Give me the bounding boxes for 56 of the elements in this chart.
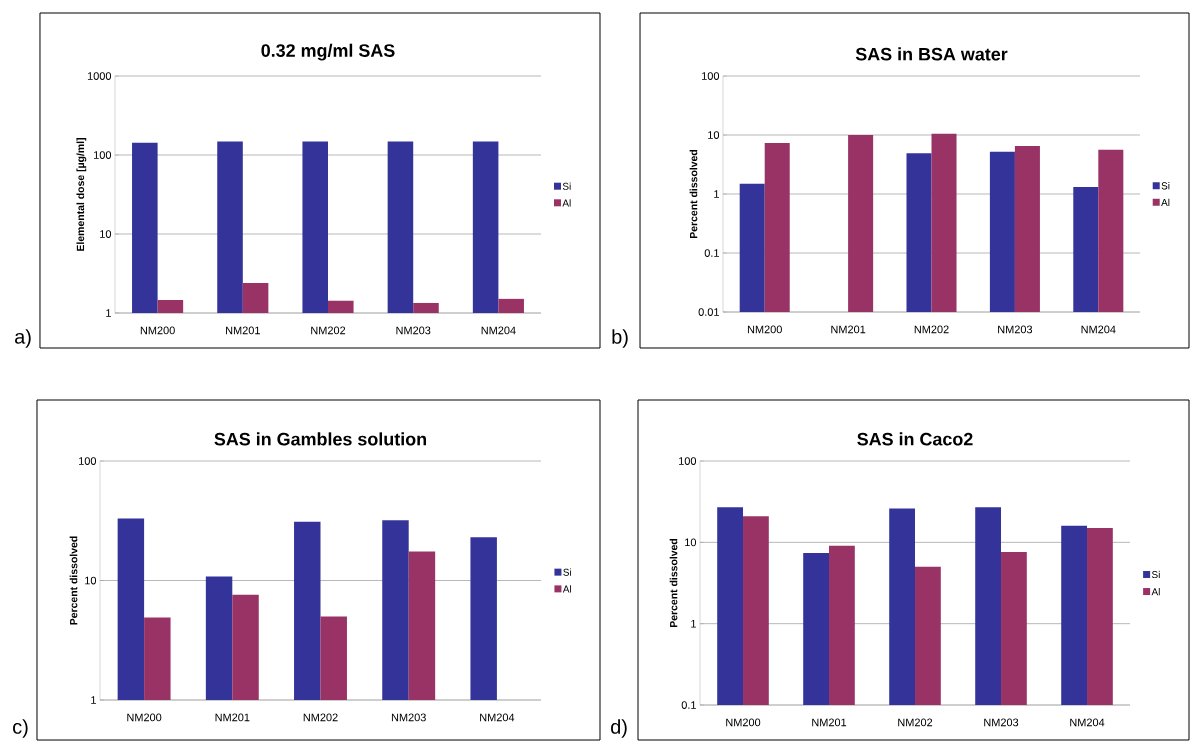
x-tick-label: NM201 [215, 713, 250, 722]
legend-label: Si [1151, 570, 1160, 579]
legend-label: Al [1151, 587, 1160, 596]
y-axis-title: Percent dissolved [689, 149, 698, 239]
chart-title: SAS in Gambles solution [214, 432, 427, 446]
x-tick-label: NM200 [140, 326, 175, 335]
y-tick-label: 100 [702, 72, 720, 80]
legend-label: Al [562, 199, 571, 207]
legend-label: Al [562, 585, 572, 593]
legend-label: Si [1161, 182, 1170, 190]
y-tick-label: 0.1 [704, 249, 719, 257]
legend-label: Si [563, 568, 572, 576]
chart-title: SAS in Caco2 [857, 432, 973, 446]
y-tick-label: 10 [85, 576, 97, 585]
text: d) [611, 719, 627, 738]
y-tick-label: 1000 [87, 72, 112, 80]
x-tick-label: NM203 [998, 325, 1033, 334]
text: a) [15, 329, 31, 348]
x-tick-label: NM204 [480, 713, 515, 722]
y-axis-title: Percent dissolved [69, 536, 78, 625]
y-tick-label: 100 [94, 151, 112, 159]
x-tick-label: NM201 [831, 325, 866, 334]
x-tick-label: NM202 [311, 326, 346, 335]
y-tick-label: 10 [100, 230, 112, 238]
x-tick-label: NM202 [914, 325, 949, 334]
x-tick-label: NM203 [391, 713, 426, 722]
y-axis-title: Elemental dose [µg/ml] [76, 138, 87, 251]
y-tick-label: 10 [708, 131, 720, 139]
y-tick-label: 1 [91, 696, 96, 704]
y-tick-label: 100 [79, 457, 97, 465]
chart-title: SAS in BSA water [855, 47, 1008, 61]
legend-label: Si [562, 182, 571, 190]
y-tick-label: 1 [714, 190, 719, 198]
x-tick-label: NM201 [812, 718, 847, 727]
x-tick-label: NM204 [1081, 325, 1116, 334]
y-tick-label: 1 [106, 309, 111, 317]
text: b) [612, 329, 628, 348]
x-tick-label: NM202 [303, 713, 338, 722]
x-tick-label: NM204 [481, 326, 516, 335]
text: c) [13, 719, 28, 738]
x-tick-label: NM200 [747, 325, 782, 334]
x-tick-label: NM201 [226, 326, 260, 335]
legend-label: Al [1161, 198, 1170, 206]
x-tick-label: NM200 [127, 713, 162, 722]
y-tick-label: 0.01 [698, 308, 719, 316]
y-tick-label: 100 [679, 457, 697, 465]
x-tick-label: NM204 [1070, 718, 1105, 727]
y-tick-label: 0.1 [681, 701, 696, 709]
x-tick-label: NM202 [898, 718, 933, 727]
x-tick-label: NM200 [726, 718, 761, 727]
x-tick-label: NM203 [984, 718, 1019, 727]
y-tick-label: 1 [691, 619, 696, 628]
chart-title: 0.32 mg/ml SAS [261, 43, 395, 61]
y-tick-label: 10 [685, 538, 697, 547]
x-tick-label: NM203 [396, 326, 431, 335]
y-axis-title: Percent dissolved [669, 538, 678, 628]
